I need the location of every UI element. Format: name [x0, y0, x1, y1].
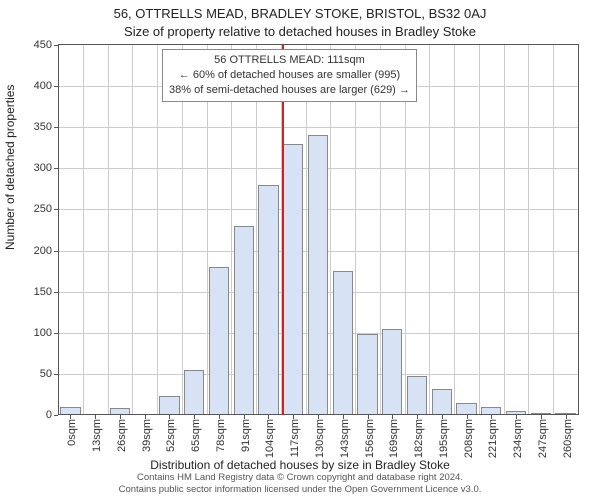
- credits: Contains HM Land Registry data © Crown c…: [0, 472, 600, 496]
- xtick-label: 26sqm: [116, 419, 128, 452]
- xtick-label: 39sqm: [141, 419, 153, 452]
- annotation-line1: 56 OTTRELLS MEAD: 111sqm: [169, 53, 410, 68]
- credit-line-1: Contains HM Land Registry data © Crown c…: [0, 472, 600, 484]
- xtick-label: 143sqm: [339, 419, 351, 458]
- xtick-label: 195sqm: [438, 419, 450, 458]
- ytick-label: 100: [34, 327, 52, 339]
- bar: [407, 376, 427, 415]
- annotation-box: 56 OTTRELLS MEAD: 111sqm ← 60% of detach…: [162, 49, 417, 102]
- xtick-label: 130sqm: [314, 419, 326, 458]
- bar: [234, 226, 254, 415]
- plot-area: 56 OTTRELLS MEAD: 111sqm ← 60% of detach…: [58, 44, 579, 415]
- xtick-label: 260sqm: [562, 419, 574, 458]
- xtick-label: 182sqm: [413, 419, 425, 458]
- chart-container: 56, OTTRELLS MEAD, BRADLEY STOKE, BRISTO…: [0, 0, 600, 500]
- xtick-label: 104sqm: [264, 419, 276, 458]
- bar: [432, 389, 452, 415]
- bar: [357, 334, 377, 415]
- bar: [159, 396, 179, 415]
- ytick-mark: [54, 415, 58, 416]
- annotation-line2: ← 60% of detached houses are smaller (99…: [169, 68, 410, 83]
- x-axis-label: Distribution of detached houses by size …: [0, 458, 600, 472]
- xtick-label: 117sqm: [289, 419, 301, 457]
- ytick-label: 450: [34, 39, 52, 51]
- bar: [258, 185, 278, 415]
- ytick-label: 200: [34, 245, 52, 257]
- ytick-label: 0: [46, 409, 52, 421]
- bar: [308, 135, 328, 415]
- xtick-label: 13sqm: [91, 419, 103, 452]
- annotation-line3: 38% of semi-detached houses are larger (…: [169, 83, 410, 98]
- xtick-label: 91sqm: [240, 419, 252, 452]
- y-axis: [58, 45, 59, 415]
- ytick-label: 50: [40, 368, 52, 380]
- xtick-label: 78sqm: [215, 419, 227, 452]
- x-axis: [58, 414, 578, 415]
- credit-line-2: Contains public sector information licen…: [0, 484, 600, 496]
- xtick-label: 208sqm: [463, 419, 475, 458]
- bar: [333, 271, 353, 415]
- ytick-label: 300: [34, 162, 52, 174]
- xtick-label: 247sqm: [537, 419, 549, 458]
- xtick-label: 0sqm: [66, 419, 78, 446]
- bar: [209, 267, 229, 415]
- ytick-label: 150: [34, 286, 52, 298]
- xtick-label: 156sqm: [364, 419, 376, 458]
- ytick-label: 350: [34, 121, 52, 133]
- xtick-label: 65sqm: [190, 419, 202, 452]
- bar: [184, 370, 204, 415]
- bar: [382, 329, 402, 415]
- chart-title: 56, OTTRELLS MEAD, BRADLEY STOKE, BRISTO…: [0, 6, 600, 21]
- y-axis-label: Number of detached properties: [3, 85, 17, 250]
- bar: [283, 144, 303, 415]
- ytick-label: 400: [34, 80, 52, 92]
- xtick-label: 234sqm: [512, 419, 524, 458]
- xtick-label: 169sqm: [388, 419, 400, 458]
- chart-subtitle: Size of property relative to detached ho…: [0, 24, 600, 39]
- xtick-label: 221sqm: [487, 419, 499, 458]
- ytick-label: 250: [34, 203, 52, 215]
- xtick-label: 52sqm: [165, 419, 177, 452]
